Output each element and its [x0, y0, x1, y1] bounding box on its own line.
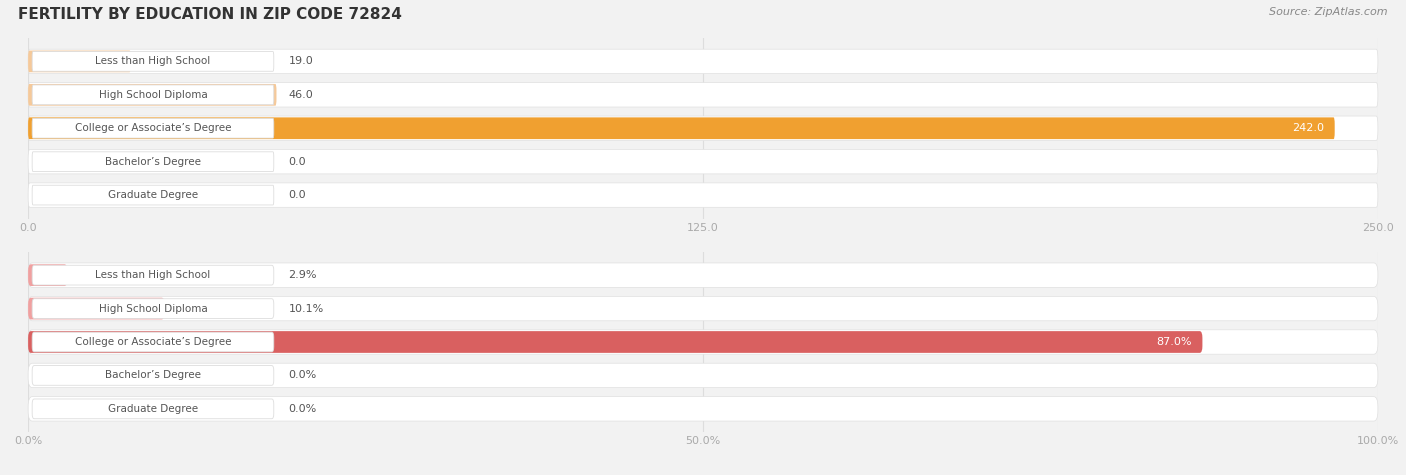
Text: High School Diploma: High School Diploma [98, 304, 207, 314]
Text: Bachelor’s Degree: Bachelor’s Degree [105, 157, 201, 167]
FancyBboxPatch shape [32, 299, 274, 318]
FancyBboxPatch shape [28, 331, 1202, 353]
Text: 0.0%: 0.0% [288, 404, 316, 414]
FancyBboxPatch shape [28, 83, 1378, 107]
Text: High School Diploma: High School Diploma [98, 90, 207, 100]
Text: Graduate Degree: Graduate Degree [108, 404, 198, 414]
Text: 0.0: 0.0 [288, 190, 307, 200]
Text: 10.1%: 10.1% [288, 304, 323, 314]
FancyBboxPatch shape [28, 84, 277, 106]
FancyBboxPatch shape [28, 330, 1378, 354]
FancyBboxPatch shape [32, 265, 274, 285]
FancyBboxPatch shape [28, 363, 1378, 388]
Text: Source: ZipAtlas.com: Source: ZipAtlas.com [1270, 7, 1388, 17]
FancyBboxPatch shape [28, 264, 67, 286]
Text: 0.0%: 0.0% [288, 370, 316, 380]
Text: Less than High School: Less than High School [96, 270, 211, 280]
FancyBboxPatch shape [32, 52, 274, 71]
FancyBboxPatch shape [32, 399, 274, 419]
FancyBboxPatch shape [32, 332, 274, 352]
FancyBboxPatch shape [28, 117, 1334, 139]
FancyBboxPatch shape [28, 298, 165, 319]
FancyBboxPatch shape [28, 150, 1378, 174]
FancyBboxPatch shape [32, 85, 274, 104]
FancyBboxPatch shape [28, 50, 131, 72]
FancyBboxPatch shape [28, 296, 1378, 321]
FancyBboxPatch shape [32, 118, 274, 138]
Text: FERTILITY BY EDUCATION IN ZIP CODE 72824: FERTILITY BY EDUCATION IN ZIP CODE 72824 [18, 7, 402, 22]
FancyBboxPatch shape [32, 185, 274, 205]
Text: 87.0%: 87.0% [1156, 337, 1192, 347]
FancyBboxPatch shape [28, 263, 1378, 287]
FancyBboxPatch shape [28, 49, 1378, 74]
Text: 46.0: 46.0 [288, 90, 314, 100]
Text: 19.0: 19.0 [288, 57, 314, 66]
Text: 0.0: 0.0 [288, 157, 307, 167]
FancyBboxPatch shape [32, 366, 274, 385]
Text: College or Associate’s Degree: College or Associate’s Degree [75, 337, 231, 347]
Text: 2.9%: 2.9% [288, 270, 318, 280]
Text: 242.0: 242.0 [1292, 123, 1324, 133]
FancyBboxPatch shape [28, 116, 1378, 141]
Text: College or Associate’s Degree: College or Associate’s Degree [75, 123, 231, 133]
Text: Graduate Degree: Graduate Degree [108, 190, 198, 200]
FancyBboxPatch shape [28, 183, 1378, 207]
Text: Less than High School: Less than High School [96, 57, 211, 66]
FancyBboxPatch shape [32, 152, 274, 171]
Text: Bachelor’s Degree: Bachelor’s Degree [105, 370, 201, 380]
FancyBboxPatch shape [28, 397, 1378, 421]
